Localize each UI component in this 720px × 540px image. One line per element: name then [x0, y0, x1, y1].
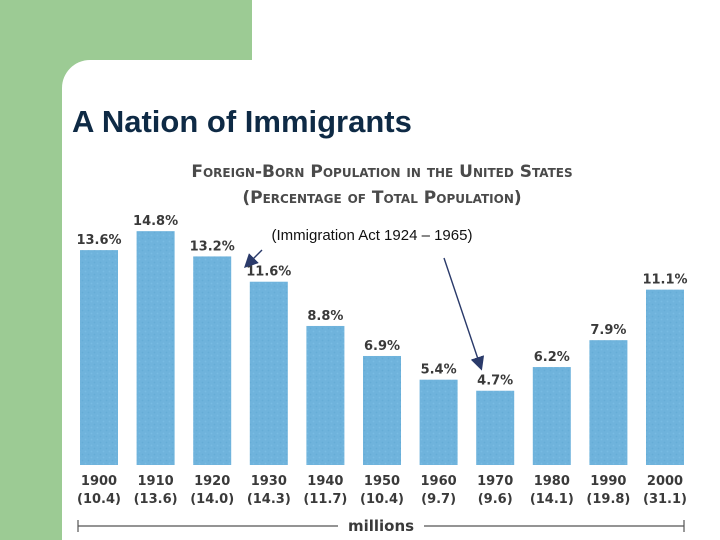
year-tick-1940: 1940 [307, 474, 343, 489]
population-label-1910: (13.6) [134, 492, 178, 507]
value-label-1920: 13.2% [190, 239, 235, 254]
bar-1970 [476, 390, 515, 465]
value-labels-group: 13.6% 14.8% 13.2% 11.6% 8.8% 6.9% 5.4% 4.7% 6.2%… [76, 214, 687, 389]
annotation-arrow-1920 [244, 249, 263, 268]
year-tick-1960: 1960 [421, 474, 457, 489]
population-label-1990: (19.8) [586, 492, 630, 507]
year-tick-1950: 1950 [364, 474, 400, 489]
value-label-2000: 11.1% [642, 273, 687, 288]
value-label-1980: 6.2% [534, 350, 570, 365]
bar-1950 [363, 355, 401, 465]
bar-1920 [193, 256, 232, 465]
year-tick-labels-group: 1900 1910 1920 1930 1940 1950 1960 1970 1980 1990… [81, 474, 683, 489]
slide-title: A Nation of Immigrants [72, 104, 412, 139]
x-axis-label: millions [348, 517, 414, 535]
year-tick-1900: 1900 [81, 474, 117, 489]
population-label-1980: (14.1) [530, 492, 574, 507]
bar-2000 [646, 289, 684, 465]
bar-1980 [532, 367, 571, 465]
bar-1910 [136, 231, 175, 465]
population-label-1930: (14.3) [247, 492, 291, 507]
bar-1900 [80, 250, 118, 465]
value-label-1900: 13.6% [76, 233, 121, 248]
bar-1940 [306, 325, 345, 465]
value-label-1940: 8.8% [307, 309, 343, 324]
value-label-1970: 4.7% [477, 374, 513, 389]
value-label-1950: 6.9% [364, 339, 400, 354]
population-label-1940: (11.7) [303, 492, 347, 507]
bar-1990 [589, 340, 628, 465]
value-label-1990: 7.9% [590, 323, 626, 338]
year-tick-1920: 1920 [194, 474, 230, 489]
annotation-text: (Immigration Act 1924 – 1965) [272, 227, 473, 244]
millions-axis: millions [77, 517, 685, 535]
population-label-1950: (10.4) [360, 492, 404, 507]
population-labels-group: (10.4) (13.6) (14.0) (14.3) (11.7) (10.4) (9.7… [77, 492, 687, 507]
bar-1930 [249, 281, 288, 465]
year-tick-1930: 1930 [251, 474, 287, 489]
bars-group [80, 231, 684, 465]
chart-subtitle: (Percentage of Total Population) [242, 188, 521, 208]
year-tick-1990: 1990 [590, 474, 626, 489]
population-label-1970: (9.6) [478, 492, 513, 507]
value-label-1910: 14.8% [133, 214, 178, 229]
population-label-1960: (9.7) [421, 492, 456, 507]
population-label-2000: (31.1) [643, 492, 687, 507]
bar-1960 [419, 379, 458, 465]
value-label-1930: 11.6% [246, 265, 291, 280]
year-tick-1910: 1910 [138, 474, 174, 489]
chart-title: Foreign-Born Population in the United St… [191, 162, 572, 182]
population-label-1920: (14.0) [190, 492, 234, 507]
value-label-1960: 5.4% [421, 363, 457, 378]
population-label-1900: (10.4) [77, 492, 121, 507]
decorative-green-strip [0, 0, 62, 540]
annotation-arrow-1970 [443, 257, 485, 371]
year-tick-2000: 2000 [647, 474, 683, 489]
year-tick-1970: 1970 [477, 474, 513, 489]
year-tick-1980: 1980 [534, 474, 570, 489]
